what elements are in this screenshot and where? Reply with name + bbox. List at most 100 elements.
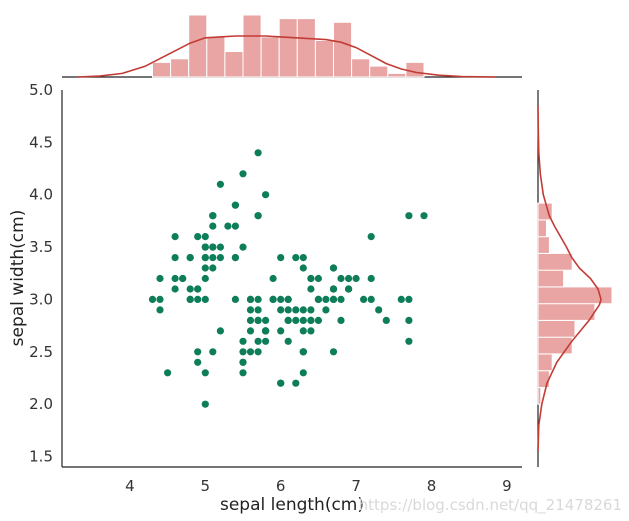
scatter-point [360,295,368,303]
x-tick-label: 6 [276,477,286,495]
marginal-x-bar [333,21,353,78]
scatter-point [299,306,307,314]
scatter-point [367,274,375,283]
scatter-point [209,348,217,356]
scatter-point [284,295,292,303]
marginal-x-bar [278,18,298,78]
scatter-point [254,316,262,324]
scatter-point [239,358,247,366]
scatter-point [171,274,179,283]
scatter-point [216,180,224,188]
scatter-point [314,274,322,283]
marginal-x-bar [152,61,172,78]
scatter-point [254,337,262,345]
scatter-point [299,254,307,262]
scatter-point [345,274,353,283]
scatter-plot-area: 4 5 6 7 8 9 1.5 2.0 2.5 3.0 3.5 4.0 4.5 5.0 [29,81,522,495]
scatter-point [314,316,322,324]
x-tick-label: 9 [502,477,512,495]
scatter-point [337,295,345,303]
scatter-point [397,295,405,303]
y-tick-label: 3.0 [29,290,53,308]
scatter-point [262,316,270,324]
marginal-x-bar [224,51,244,78]
scatter-point [307,285,315,293]
scatter-point [277,295,285,303]
marginal-y-bar [537,336,573,355]
marginal-x-bar [242,14,262,78]
scatter-point [337,274,345,283]
scatter-point [201,274,209,283]
scatter-point [405,337,413,345]
scatter-point [375,306,383,314]
scatter-point [209,222,217,230]
x-tick-label: 4 [125,477,135,495]
scatter-point [201,295,209,303]
scatter-point [277,254,285,262]
marginal-x-bar [314,40,334,78]
scatter-point [186,254,194,262]
scatter-point [216,243,224,251]
scatter-point [231,201,239,209]
scatter-point [239,369,247,377]
marginal-x-kde-line [77,35,496,78]
scatter-point [322,306,330,314]
marginal-y-bar [537,286,613,305]
scatter-point [284,316,292,324]
y-tick-label: 3.5 [29,238,53,256]
y-tick-label: 2.0 [29,395,53,413]
scatter-point [329,295,338,303]
marginal-y-bar [537,386,542,405]
scatter-point [292,379,300,387]
scatter-point [186,285,194,293]
marginal-x-bar [170,58,190,78]
scatter-point [329,285,338,293]
marginal-x-bar [206,36,226,78]
scatter-point [201,254,209,262]
scatter-point [209,212,217,220]
scatter-point [254,348,262,356]
scatter-point [194,233,202,241]
scatter-point [194,358,202,366]
y-tick-label: 2.5 [29,343,53,361]
scatter-points [148,149,428,408]
y-tick-label: 1.5 [29,448,53,466]
scatter-point [269,274,277,283]
scatter-point [254,149,262,157]
scatter-point [246,316,255,324]
scatter-point [284,306,292,314]
scatter-point [329,348,338,356]
scatter-point [186,295,194,303]
scatter-point [352,274,360,283]
scatter-point [405,295,413,303]
scatter-point [231,222,239,230]
scatter-point [156,274,164,283]
marginal-x-bar [387,72,407,78]
scatter-point [239,348,247,356]
scatter-point [329,264,338,272]
scatter-point [262,327,270,335]
scatter-point [171,254,179,262]
scatter-point [246,327,255,335]
scatter-point [179,274,187,283]
scatter-point [209,264,217,272]
scatter-point [148,295,157,303]
scatter-point [420,212,428,220]
scatter-point [194,348,202,356]
marginal-y-histogram [537,90,613,467]
marginal-x-bar [296,18,316,78]
scatter-point [209,254,217,262]
x-tick-label: 8 [427,477,437,495]
scatter-point [277,327,285,335]
y-tick-label: 4.5 [29,133,53,151]
x-tick-label: 5 [201,477,211,495]
marginal-x-bar [188,14,208,78]
scatter-point [314,295,322,303]
scatter-point [299,348,307,356]
scatter-point [201,233,209,241]
scatter-point [367,295,375,303]
scatter-point [171,285,179,293]
scatter-point [307,316,315,324]
scatter-point [231,254,239,262]
